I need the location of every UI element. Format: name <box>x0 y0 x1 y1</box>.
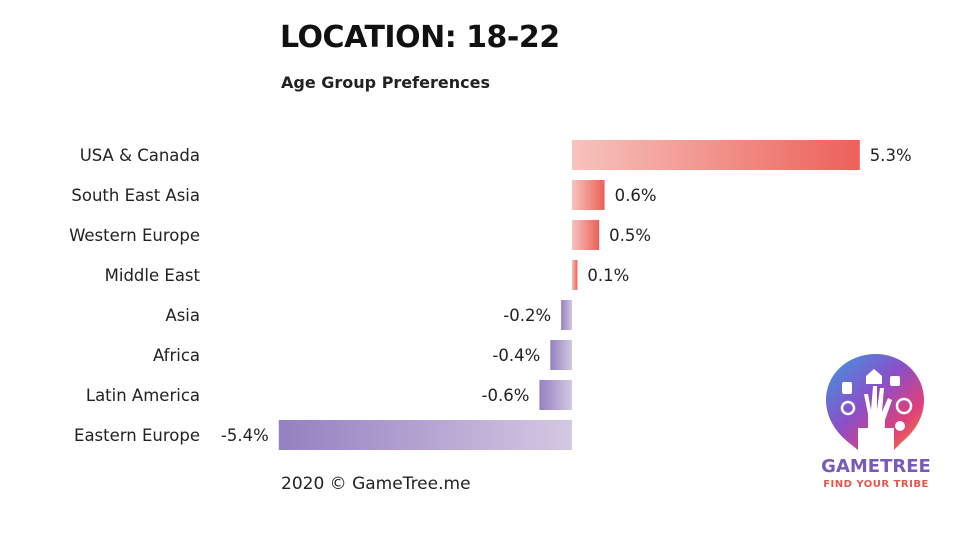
bar <box>572 180 605 210</box>
bar <box>550 340 572 370</box>
copyright-credit: 2020 © GameTree.me <box>281 474 471 494</box>
bar <box>572 140 860 170</box>
value-label: 0.5% <box>609 226 651 245</box>
category-label: Middle East <box>105 266 201 285</box>
category-label: Africa <box>153 346 200 365</box>
logo-tagline: FIND YOUR TRIBE <box>823 479 929 490</box>
value-label: 0.6% <box>615 186 657 205</box>
bar <box>561 300 572 330</box>
bar <box>278 420 572 450</box>
gametree-emblem-icon <box>826 354 924 450</box>
bar <box>539 380 572 410</box>
logo-wordmark: GAMETREE <box>821 456 931 477</box>
category-label: Western Europe <box>69 226 200 245</box>
bar <box>572 260 578 290</box>
category-label: Asia <box>165 306 200 325</box>
category-label: Latin America <box>86 386 200 405</box>
value-label: -0.6% <box>482 386 530 405</box>
bar <box>572 220 600 250</box>
value-label: 5.3% <box>870 146 912 165</box>
chart-subtitle: Age Group Preferences <box>281 73 490 92</box>
category-label: Eastern Europe <box>74 426 200 445</box>
value-label: 0.1% <box>587 266 629 285</box>
gametree-logo: GAMETREE FIND YOUR TRIBE <box>818 350 934 495</box>
value-label: -0.2% <box>503 306 551 325</box>
value-label: -5.4% <box>221 426 269 445</box>
category-label: South East Asia <box>71 186 200 205</box>
value-label: -0.4% <box>492 346 540 365</box>
chart-title: LOCATION: 18-22 <box>280 20 560 55</box>
category-label: USA & Canada <box>80 146 200 165</box>
